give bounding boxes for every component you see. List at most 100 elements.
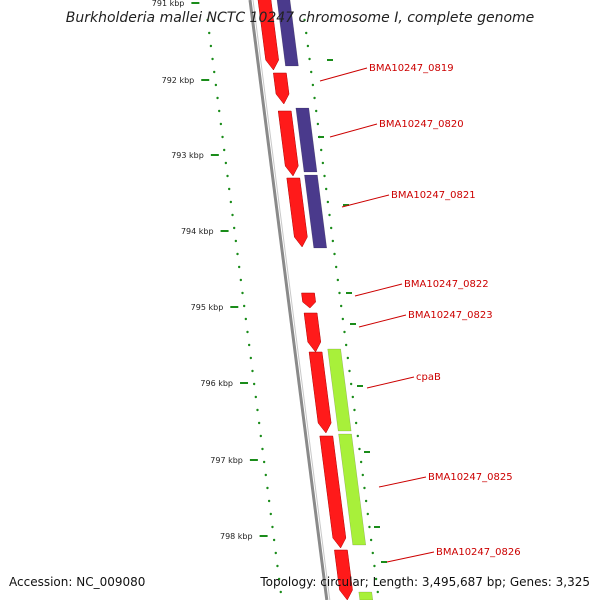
tick-label: 795 kbp [191,303,224,312]
guide-dot [373,564,376,568]
gene-label[interactable]: BMA10247_0823 [408,310,493,321]
gene-label[interactable]: cpaB [416,372,441,383]
guide-dot [264,473,267,477]
guide-dot [320,148,323,152]
cds-feature [257,0,279,71]
guide-dot [239,278,243,282]
guide-dot [216,96,219,100]
map-title: Burkholderia mallei NCTC 10247 chromosom… [65,10,535,26]
guide-dot [329,226,333,230]
accession-label: Accession: [9,575,73,589]
guide-dot [227,187,231,191]
guide-dot [331,239,335,243]
guide-dot [277,577,281,581]
guide-dot [346,356,350,360]
guide-dot [354,421,358,425]
tick-label: 794 kbp [181,227,214,236]
label-leader [386,551,435,563]
guide-dot [251,369,254,373]
tick-label: 792 kbp [162,76,195,85]
guide-dot [349,382,353,386]
tick-label: 798 kbp [220,532,253,541]
gene-label[interactable]: BMA10247_0822 [404,279,489,290]
backbone-inner [252,0,331,600]
guide-dot [236,252,239,256]
guide-dot [361,473,364,477]
guide-dot [272,538,276,542]
guide-dot [323,174,326,178]
green-feature [338,433,367,546]
label-leader [341,194,390,208]
guide-dot [226,174,229,178]
guide-dot [254,395,258,399]
guide-dot [229,200,233,204]
gene-label[interactable]: BMA10247_0820 [379,119,464,130]
guide-dot [305,31,308,35]
guide-dot [244,317,248,321]
guide-dot [224,161,228,165]
guide-dot [221,135,224,139]
guide-dot [333,252,336,256]
genes-value: 3,325 [555,575,590,589]
guide-dot [209,44,213,48]
guide-dot [359,460,363,464]
dotted-guides [206,18,379,594]
guide-dot [266,486,269,490]
guide-dot [213,70,216,74]
cds-feature [308,351,332,434]
guide-dot [269,512,272,516]
genes-label: Genes: [509,575,552,589]
guide-dot [358,447,361,451]
guide-dot [326,200,330,204]
cds-feature [273,72,290,105]
guide-dot [208,31,211,35]
label-leader [366,376,415,389]
gene-label[interactable]: BMA10247_0819 [369,63,454,74]
guide-dot [242,304,246,308]
guide-dot [374,577,378,581]
topology-value: circular [320,575,365,589]
guide-dot [368,525,371,529]
guide-dot [369,538,373,542]
cds-feature [319,435,347,549]
guide-dot [310,70,313,74]
gene-label[interactable]: BMA10247_0821 [391,190,476,201]
cds-feature [301,292,316,309]
guide-dot [211,57,214,61]
guide-dot [351,395,355,399]
label-leader [329,123,378,138]
backbone-line [248,0,331,600]
green-feature [327,348,352,432]
guide-dot [343,330,346,334]
cds-feature [277,110,299,177]
gene-features [257,0,387,600]
tick-label: 793 kbp [171,151,204,160]
guide-dot [218,109,221,113]
tick-label: 796 kbp [200,379,233,388]
guide-dot [249,356,253,360]
gene-labels: BMA10247_0819 BMA10247_0820 BMA10247_0821 B… [319,63,521,563]
guide-dot [303,18,306,22]
green-feature [358,591,374,600]
guide-dot [371,551,374,555]
gene-label[interactable]: BMA10247_0825 [428,472,513,483]
guide-dot [274,551,277,555]
guide-dot [363,486,366,490]
guide-dot [315,109,318,113]
guide-dot [241,291,244,295]
length-value: 3,495,687 bp [421,575,502,589]
accession-value: NC_009080 [76,575,146,589]
guide-dot [341,317,345,321]
guide-dot [336,278,340,282]
label-leader [378,476,427,488]
accession-info: Accession: NC_009080 [9,575,145,589]
guide-dot [247,343,251,347]
guide-dot [257,421,261,425]
guide-dot [321,161,325,165]
guide-dot [348,369,351,373]
label-leader [319,67,368,82]
guide-dot [214,83,218,87]
guide-dot [339,304,343,308]
gene-label[interactable]: BMA10247_0826 [436,547,521,558]
purple-feature [276,0,299,67]
